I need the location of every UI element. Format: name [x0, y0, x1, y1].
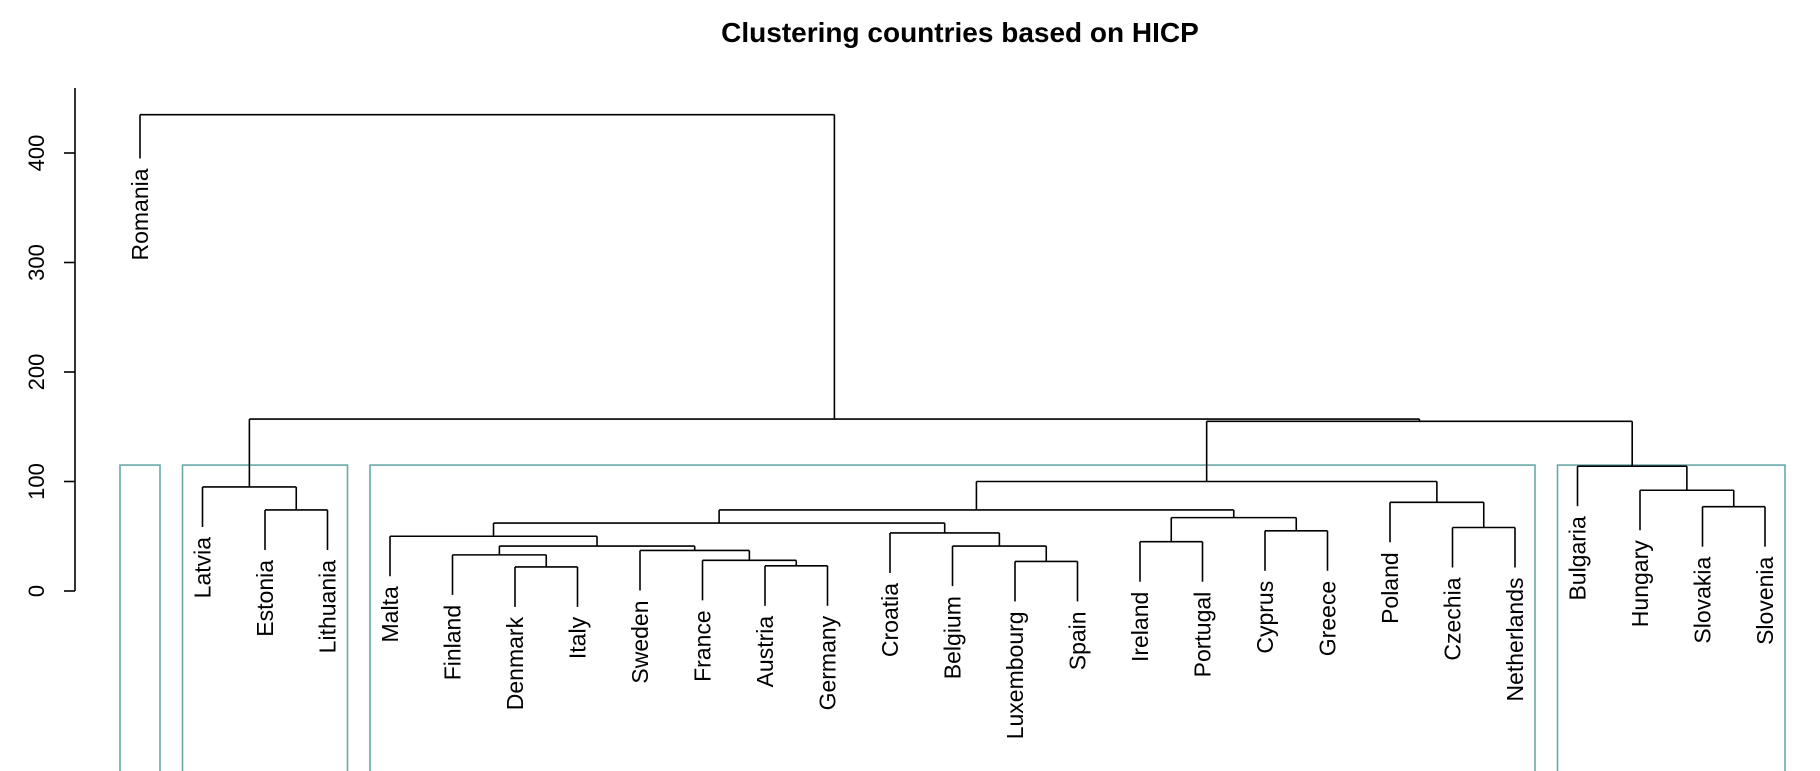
leaf-label: Netherlands [1502, 577, 1528, 701]
leaf-label: Denmark [502, 616, 528, 710]
leaf-label: Belgium [940, 596, 966, 679]
leaf-label: Poland [1377, 552, 1403, 624]
cluster-box [119, 464, 161, 771]
leaf-label: Bulgaria [1565, 516, 1591, 601]
leaf-label: Lithuania [315, 560, 341, 654]
y-tick-label: 200 [24, 354, 49, 391]
leaf-label: Slovakia [1690, 556, 1716, 643]
leaf-label: Italy [565, 616, 591, 659]
leaf-label: Finland [440, 605, 466, 680]
leaf-labels: Romania Latvia Estonia Lithuania Malta Finlan… [127, 168, 1778, 739]
leaf-label: Malta [377, 586, 403, 642]
leaf-label: Czechia [1440, 577, 1466, 660]
leaf-label: Sweden [627, 600, 653, 683]
leaf-label: Germany [815, 615, 841, 710]
leaf-label: Greece [1315, 581, 1341, 656]
leaf-label: Portugal [1190, 592, 1216, 678]
leaf-label: Austria [752, 616, 778, 688]
cluster-boxes [119, 464, 1786, 771]
chart-title: Clustering countries based on HICP [721, 17, 1199, 48]
leaf-label: Slovenia [1752, 556, 1778, 644]
leaf-label: Ireland [1127, 592, 1153, 662]
leaf-label: Latvia [190, 537, 216, 599]
y-axis: 0 100 200 300 400 [24, 88, 76, 597]
leaf-label: Luxembourg [1002, 611, 1028, 739]
cluster-box [181, 464, 349, 771]
y-tick-label: 400 [24, 135, 49, 172]
leaf-label: Hungary [1627, 540, 1653, 627]
leaf-label: Croatia [877, 583, 903, 657]
leaf-label: Romania [127, 168, 153, 260]
cluster-box [1556, 464, 1786, 771]
leaf-label: Spain [1065, 611, 1091, 670]
y-tick-label: 300 [24, 244, 49, 281]
dendrogram-tree [139, 113, 1766, 607]
cluster-box [369, 464, 1536, 771]
y-tick-label: 100 [24, 463, 49, 500]
leaf-label: Estonia [252, 560, 278, 637]
leaf-label: France [690, 610, 716, 682]
y-tick-label: 0 [24, 585, 49, 597]
leaf-label: Cyprus [1252, 581, 1278, 654]
